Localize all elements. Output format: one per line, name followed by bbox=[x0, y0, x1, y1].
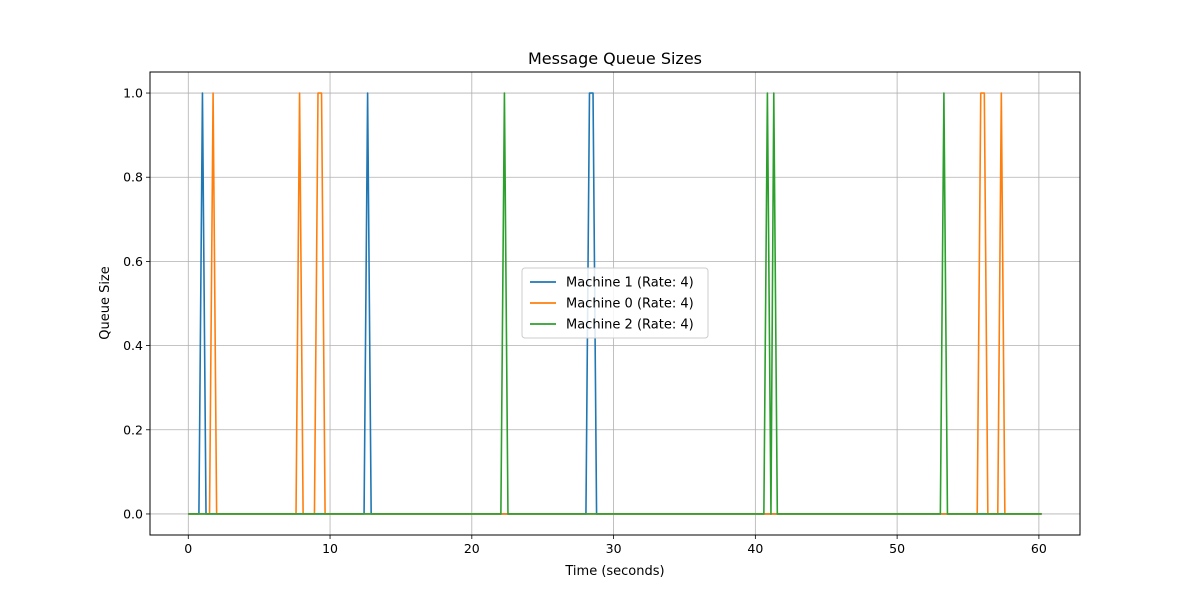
legend: Machine 1 (Rate: 4) Machine 0 (Rate: 4) Ma… bbox=[521, 267, 709, 339]
legend-box bbox=[521, 267, 709, 339]
y-tick-label: 1.0 bbox=[123, 86, 143, 101]
series-line-0 bbox=[188, 92, 1042, 515]
grid bbox=[150, 72, 1080, 535]
y-tick-label: 0.0 bbox=[123, 506, 143, 521]
x-tick-label: 60 bbox=[1031, 541, 1047, 556]
x-tick-label: 20 bbox=[464, 541, 480, 556]
y-tick-label: 0.8 bbox=[123, 170, 143, 185]
y-tick-label: 0.4 bbox=[123, 338, 143, 353]
plot-frame bbox=[149, 71, 1081, 536]
legend-label-2: Machine 2 (Rate: 4) bbox=[566, 318, 694, 333]
x-tick-label: 40 bbox=[747, 541, 763, 556]
chart-title: Message Queue Sizes bbox=[528, 49, 702, 68]
y-tick-label: 0.6 bbox=[123, 254, 143, 269]
legend-label-0: Machine 1 (Rate: 4) bbox=[566, 276, 694, 291]
x-tick-label: 0 bbox=[184, 541, 192, 556]
axis-ticks: 0 10 20 30 40 50 60 0.0 0.2 0.4 0.6 0.8 1.0 bbox=[123, 86, 1047, 556]
series-lines bbox=[188, 92, 1042, 515]
x-tick-label: 10 bbox=[322, 541, 338, 556]
y-axis-label: Queue Size bbox=[98, 266, 113, 340]
x-tick-label: 30 bbox=[606, 541, 622, 556]
x-axis-label: Time (seconds) bbox=[564, 564, 664, 579]
x-tick-label: 50 bbox=[889, 541, 905, 556]
y-tick-label: 0.2 bbox=[123, 422, 143, 437]
series-line-2 bbox=[188, 92, 1042, 515]
legend-label-1: Machine 0 (Rate: 4) bbox=[566, 297, 694, 312]
